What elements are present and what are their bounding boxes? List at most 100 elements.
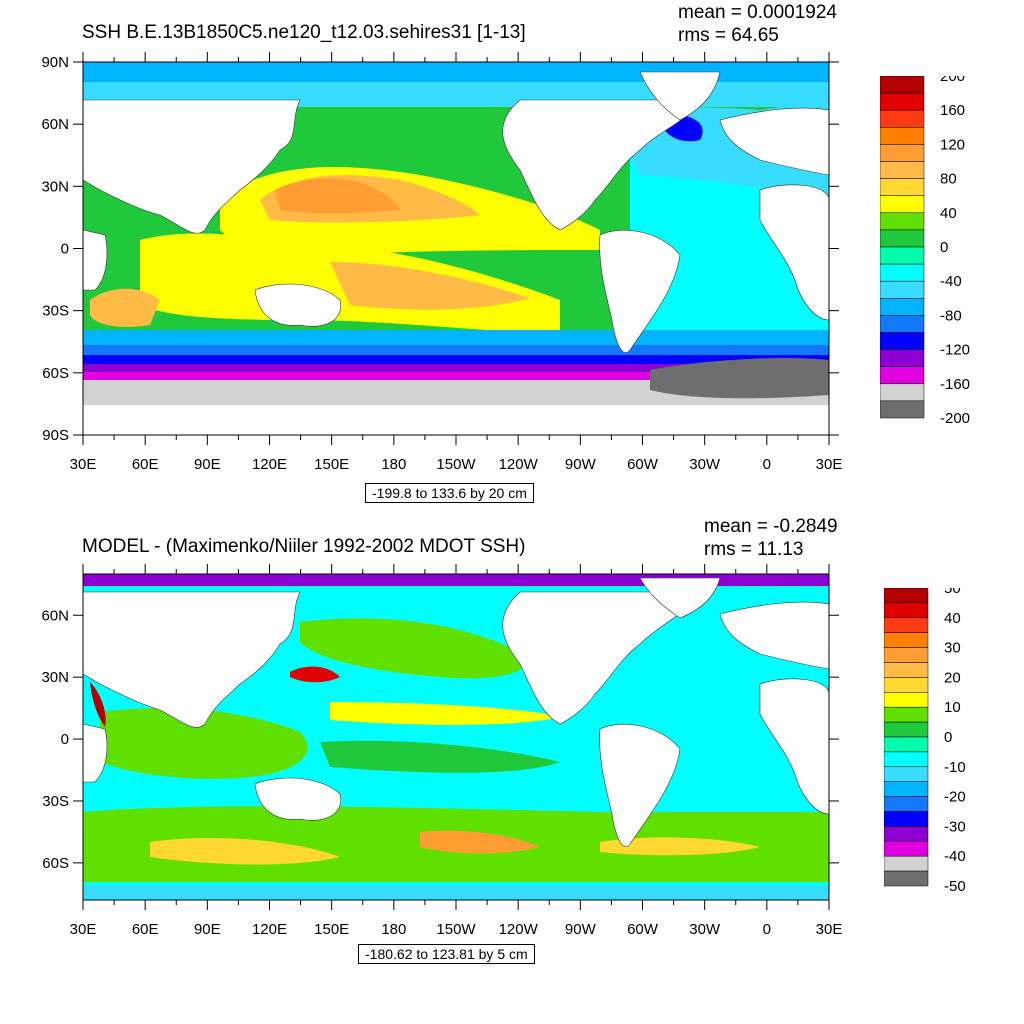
- bottom-map-field: [83, 574, 829, 900]
- colorbar-swatch: [884, 706, 929, 723]
- colorbar-swatch: [880, 263, 925, 282]
- colorbar-swatch: [880, 366, 925, 385]
- top-mean-value: mean = 0.0001924: [678, 2, 837, 23]
- colorbar-swatch: [884, 662, 929, 678]
- lon-label: 90W: [565, 456, 597, 473]
- bottom-so-orange: [420, 830, 540, 854]
- lon-label: 180: [381, 456, 406, 473]
- top-spac-orange: [330, 262, 530, 310]
- bottom-greenland: [639, 577, 721, 619]
- colorbar-label: 80: [940, 171, 957, 188]
- colorbar-swatch: [884, 870, 929, 887]
- top-npac-core: [275, 178, 400, 214]
- top-panel-title: SSH B.E.13B1850C5.ne120_t12.03.sehires31…: [82, 22, 526, 43]
- lat-label: 0: [61, 731, 69, 748]
- lon-label: 120E: [252, 456, 287, 473]
- lon-label: 30E: [816, 456, 843, 473]
- colorbar-label: 120: [940, 136, 965, 153]
- colorbar-swatch: [880, 109, 925, 128]
- colorbar-swatch: [884, 721, 929, 738]
- colorbar-label: 160: [940, 102, 965, 119]
- lon-label: 30E: [70, 456, 97, 473]
- top-map-panel: SSH B.E.13B1850C5.ne120_t12.03.sehires31…: [41, 2, 970, 503]
- bottom-arctic-purple: [83, 574, 829, 586]
- colorbar-swatch: [880, 246, 925, 265]
- bottom-kuroshio-red: [290, 666, 340, 683]
- top-antarctica-land: [83, 405, 829, 435]
- colorbar-swatch: [880, 76, 925, 94]
- lon-label: 150W: [436, 921, 476, 938]
- lat-label: 30S: [42, 793, 69, 810]
- colorbar-swatch: [884, 677, 929, 693]
- top-so-band1: [83, 330, 829, 348]
- lat-label: 90S: [42, 427, 69, 444]
- lon-label: 90E: [194, 456, 221, 473]
- colorbar-label: 0: [940, 239, 948, 256]
- lon-label: 60W: [627, 921, 659, 938]
- bottom-npac-green: [300, 618, 526, 679]
- colorbar-swatch: [884, 588, 929, 604]
- colorbar-swatch: [880, 383, 925, 402]
- bottom-range-box: -180.62 to 123.81 by 5 cm: [358, 944, 535, 964]
- lon-label: 120E: [252, 921, 287, 938]
- top-so-band5: [83, 372, 829, 382]
- top-map-svg: 30E 60E 90E 120E 150E 180 150W 120W 90W 60W 30W 0 30…: [41, 52, 843, 473]
- top-australia: [254, 283, 342, 327]
- colorbar-swatch: [884, 826, 929, 842]
- bottom-panel-title: MODEL - (Maximenko/Niiler 1992-2002 MDOT…: [82, 536, 526, 557]
- lon-label: 150E: [314, 921, 349, 938]
- lon-label: 150E: [314, 456, 349, 473]
- bottom-africa-right: [759, 678, 829, 815]
- top-map-field: [83, 62, 829, 435]
- lat-label: 60N: [41, 607, 69, 624]
- lon-label: 30W: [689, 921, 721, 938]
- top-so-band4: [83, 364, 829, 374]
- top-continents: [83, 71, 829, 353]
- colorbar-swatch: [884, 647, 929, 663]
- bottom-asia: [83, 591, 301, 728]
- bottom-europe: [719, 601, 829, 670]
- colorbar-swatch: [884, 632, 929, 648]
- lon-label: 180: [381, 921, 406, 938]
- lon-label: 60E: [132, 456, 159, 473]
- bottom-south-america: [599, 723, 681, 847]
- colorbar-swatch: [880, 349, 925, 367]
- top-greenland: [639, 71, 721, 121]
- bottom-indian-green: [100, 708, 308, 779]
- colorbar-swatch: [880, 178, 925, 196]
- colorbar-label: 0: [944, 729, 952, 746]
- bottom-mean-value: mean = -0.2849: [704, 516, 838, 537]
- colorbar-label: 40: [940, 205, 957, 222]
- lon-label: 90W: [565, 921, 597, 938]
- lon-label: 30W: [689, 456, 721, 473]
- lat-label: 30N: [41, 178, 69, 195]
- colorbar-swatch: [884, 781, 929, 797]
- bottom-map-panel: MODEL - (Maximenko/Niiler 1992-2002 MDOT…: [0, 512, 1024, 1024]
- colorbar-swatch: [880, 161, 925, 179]
- colorbar-label: -10: [944, 759, 966, 776]
- colorbar-label: -30: [944, 818, 966, 835]
- top-south-america: [599, 229, 681, 353]
- colorbar-label: -40: [940, 273, 962, 290]
- top-so-band2: [83, 345, 829, 357]
- bottom-colorbar-svg: 50 40 30 20 10 0 -10 -20 -30 -40 -50: [884, 588, 966, 895]
- bottom-spac-green: [320, 740, 560, 773]
- colorbar-swatch: [884, 796, 929, 812]
- lat-label: 0: [61, 241, 69, 258]
- colorbar-swatch: [884, 841, 929, 857]
- top-range-box: -199.8 to 133.6 by 20 cm: [365, 483, 534, 503]
- bottom-eq-yellow: [330, 702, 560, 725]
- colorbar-swatch: [880, 144, 925, 162]
- colorbar-label: 10: [944, 699, 961, 716]
- lon-label: 150W: [436, 456, 476, 473]
- colorbar-label: 200: [940, 76, 965, 85]
- colorbar-swatch: [880, 92, 925, 111]
- bottom-satl-yellow: [600, 837, 760, 856]
- colorbar-swatch: [880, 315, 925, 333]
- colorbar-swatch: [884, 692, 929, 708]
- lon-label: 60W: [627, 456, 659, 473]
- colorbar-swatch: [884, 602, 929, 619]
- top-africa-right: [759, 184, 829, 321]
- top-colorbar-svg: 200 160 120 80 40 0 -40 -80 -120 -160 -200: [880, 76, 970, 427]
- bottom-africa-left: [83, 723, 108, 783]
